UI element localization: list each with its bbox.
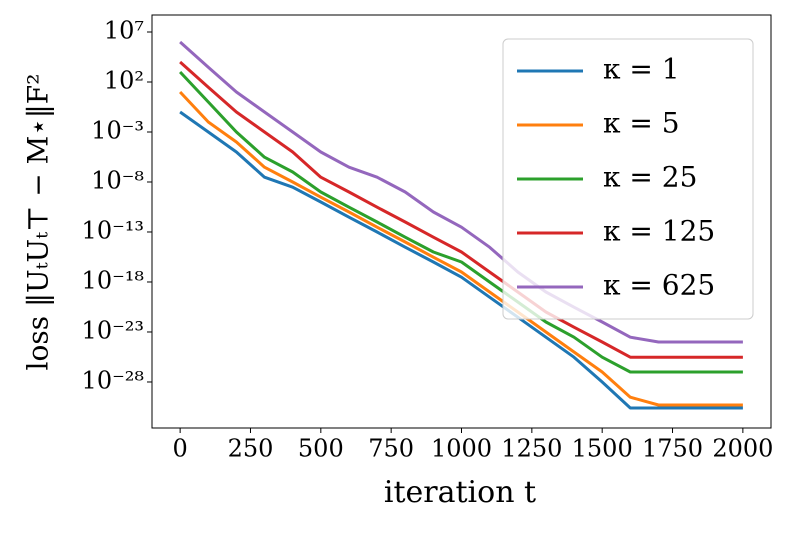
- x-tick-label: 1000: [431, 435, 492, 463]
- series-line: [179, 110, 743, 410]
- x-tick-label: 1250: [501, 435, 562, 463]
- x-axis-label: iteration t: [384, 475, 536, 510]
- series-line: [179, 70, 743, 374]
- legend-box: [502, 38, 754, 320]
- series-line: [179, 90, 743, 407]
- y-tick-label: 10⁻²⁸: [82, 366, 144, 394]
- y-tick-label: 10⁻³: [91, 116, 144, 144]
- legend-label: κ = 625: [603, 269, 715, 302]
- series-line: [179, 40, 743, 344]
- y-tick-label: 10⁻¹⁸: [82, 266, 144, 294]
- y-axis-label: loss ‖UₜUₜ⊤ − M⋆‖F²: [22, 74, 55, 371]
- legend-label: κ = 25: [603, 161, 697, 194]
- x-tick-label: 0: [172, 435, 187, 463]
- x-tick-label: 2000: [712, 435, 773, 463]
- series-line: [179, 60, 743, 359]
- y-tick-label: 10⁻¹³: [82, 216, 144, 244]
- y-tick-label: 10⁷: [104, 16, 144, 44]
- y-tick-label: 10²: [104, 66, 144, 94]
- y-tick-label: 10⁻²³: [82, 316, 144, 344]
- legend-label: κ = 125: [603, 215, 715, 248]
- y-tick-label: 10⁻⁸: [91, 166, 144, 194]
- legend-label: κ = 5: [603, 107, 680, 140]
- x-tick-label: 1750: [642, 435, 703, 463]
- legend-label: κ = 1: [603, 53, 680, 86]
- x-tick-label: 1500: [572, 435, 633, 463]
- x-tick-label: 500: [298, 435, 344, 463]
- x-tick-label: 750: [368, 435, 414, 463]
- x-tick-label: 250: [228, 435, 274, 463]
